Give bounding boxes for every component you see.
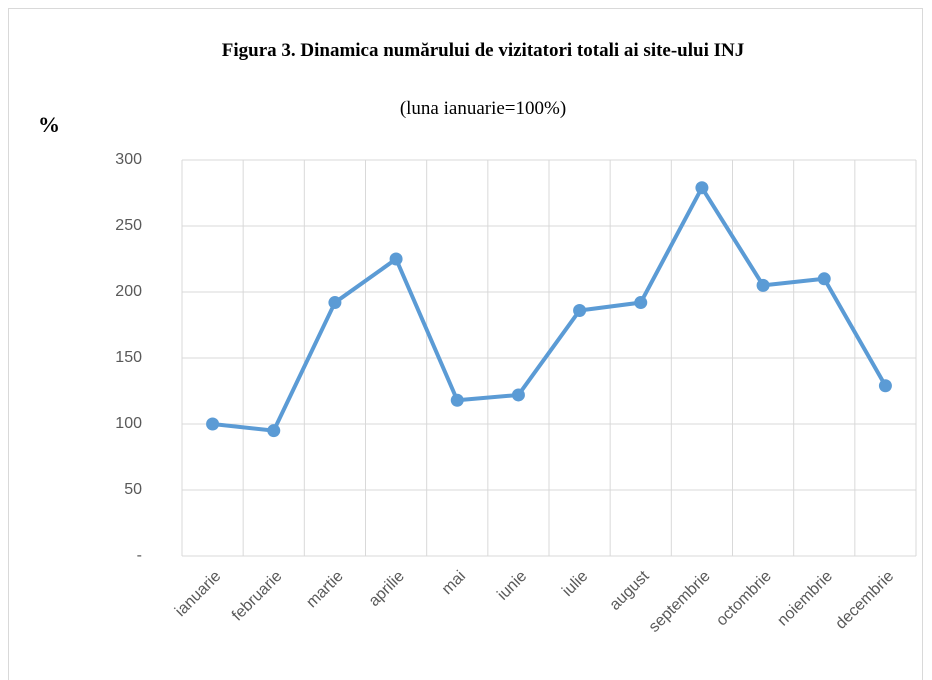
point bbox=[206, 417, 220, 431]
point bbox=[267, 424, 281, 438]
y-tick-label: 50 bbox=[124, 481, 142, 498]
point bbox=[328, 296, 342, 310]
point bbox=[634, 296, 648, 310]
point bbox=[389, 252, 403, 266]
chart-subtitle: (luna ianuarie=100%) bbox=[399, 98, 567, 119]
point bbox=[756, 278, 770, 292]
y-tick-label: - bbox=[137, 547, 142, 564]
y-axis-label: % bbox=[38, 112, 60, 137]
point bbox=[817, 272, 831, 286]
y-tick-label: 200 bbox=[115, 283, 142, 300]
chart-title: Figura 3. Dinamica numărului de vizitato… bbox=[221, 40, 745, 61]
y-tick-label: 300 bbox=[115, 151, 142, 168]
chart-border bbox=[8, 8, 923, 680]
series-line bbox=[212, 185, 888, 433]
point bbox=[511, 388, 525, 402]
point bbox=[573, 303, 587, 317]
point bbox=[695, 181, 709, 195]
y-tick-label: 100 bbox=[115, 415, 142, 432]
y-tick-label: 150 bbox=[115, 349, 142, 366]
point bbox=[450, 393, 464, 407]
y-tick-label: 250 bbox=[115, 217, 142, 234]
point bbox=[878, 379, 892, 393]
